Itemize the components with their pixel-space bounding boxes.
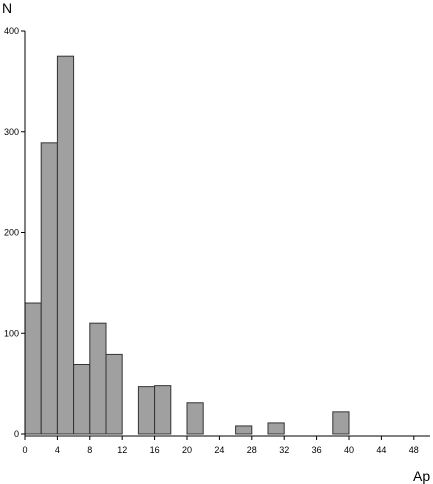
histogram-bar (186, 402, 204, 435)
y-axis-title: N (2, 0, 12, 16)
histogram-bar (235, 425, 253, 435)
y-tick-label: 0 (14, 429, 19, 439)
histogram-bar (24, 302, 42, 435)
histogram-bar (56, 55, 75, 435)
x-tick-label: 0 (22, 445, 27, 455)
y-tick-label: 200 (4, 228, 19, 238)
x-tick-label: 4 (55, 445, 60, 455)
x-tick-label: 28 (247, 445, 257, 455)
x-tick-label: 20 (182, 445, 192, 455)
x-tick-label: 48 (409, 445, 419, 455)
histogram-bar (73, 363, 91, 435)
x-tick-label: 8 (87, 445, 92, 455)
histogram-bar (137, 386, 156, 435)
y-tick-label: 300 (4, 127, 19, 137)
x-tick-label: 24 (214, 445, 224, 455)
y-tick-label: 100 (4, 328, 19, 338)
histogram-bar (267, 422, 285, 435)
x-tick-label: 40 (344, 445, 354, 455)
y-tick-label: 400 (4, 26, 19, 36)
histogram-bar (154, 385, 172, 435)
x-tick-label: 44 (376, 445, 386, 455)
x-tick-label: 16 (150, 445, 160, 455)
x-tick-label: 32 (279, 445, 289, 455)
x-ticks-group: 0 4 8 12 16 20 24 28 32 36 40 44 48 (22, 436, 419, 455)
histogram-bar (89, 322, 107, 435)
y-ticks-group: 0 100 200 300 400 (4, 26, 25, 439)
x-tick-label: 36 (312, 445, 322, 455)
histogram-bar (40, 142, 58, 435)
x-axis-title: Ap (413, 468, 430, 484)
histogram-bar (105, 353, 123, 435)
histogram-bar (332, 411, 350, 435)
bars-group (24, 55, 350, 435)
x-tick-label: 12 (117, 445, 127, 455)
